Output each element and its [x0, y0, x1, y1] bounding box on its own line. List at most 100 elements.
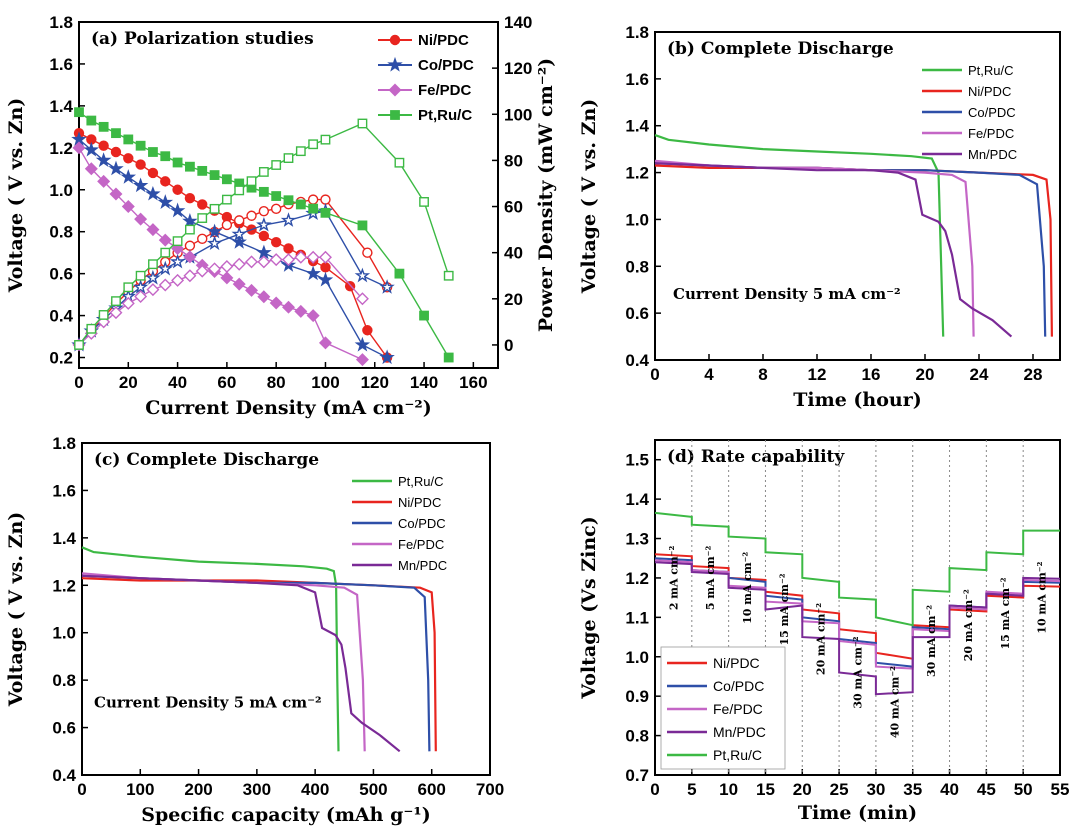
- power-point: [246, 210, 257, 221]
- y-tick-label: 1.8: [52, 434, 76, 453]
- x-tick-label: 55: [1051, 780, 1070, 799]
- power-point: [146, 283, 160, 297]
- x-tick-label: 24: [970, 365, 989, 384]
- voltage-point: [121, 200, 135, 214]
- series-line-mnpdc: [81, 574, 401, 753]
- voltage-point: [135, 140, 146, 151]
- power-point: [270, 203, 282, 215]
- series-line-copdc: [81, 574, 431, 752]
- series-line-mnpdc: [654, 162, 1013, 338]
- power-point: [308, 139, 319, 150]
- y-tick-label: 1.6: [52, 481, 76, 500]
- voltage-point: [320, 262, 331, 273]
- voltage-point: [206, 223, 223, 239]
- voltage-point: [245, 283, 259, 297]
- voltage-point: [282, 300, 295, 314]
- legend-marker: [387, 56, 403, 72]
- power-point: [123, 282, 134, 293]
- power-point: [234, 185, 245, 196]
- x-tick-label: 5: [687, 780, 696, 799]
- x-tick-label: 160: [459, 373, 487, 392]
- power-point: [354, 267, 371, 283]
- x-tick-label: 40: [940, 780, 959, 799]
- power-point: [318, 250, 332, 264]
- voltage-point: [169, 202, 186, 218]
- series-line-fepdc: [654, 159, 975, 337]
- panel-b-time-discharge-chart: 0 4 8 12 16 20 24 28 0.4 0.6 0.8 1.0 1.2 1.4 1.6 1.8 Tim…: [578, 23, 1061, 411]
- voltage-point: [157, 194, 174, 209]
- y-tick-label: 1.0: [625, 210, 649, 229]
- x-axis-title: Time (min): [798, 802, 917, 824]
- y-tick-label: 1.8: [625, 23, 649, 42]
- power-point: [172, 236, 183, 247]
- y-tick-label: 1.4: [625, 117, 649, 136]
- y-tick-label: 1.4: [52, 529, 76, 548]
- current-density-annotation: Current Density 5 mA cm⁻²: [673, 285, 901, 303]
- x-tick-label: 60: [217, 373, 236, 392]
- legend-label: Ni/PDC: [968, 84, 1011, 99]
- power-point: [169, 253, 186, 269]
- series-copdc: [71, 131, 395, 365]
- power-point: [197, 233, 208, 245]
- y-tick-label: 1.4: [625, 490, 649, 509]
- y-tick-label: 0.6: [625, 304, 649, 323]
- x-tick-label: 4: [704, 365, 714, 384]
- y-tick-label: 1.4: [49, 97, 73, 116]
- y-tick-label: 0.4: [625, 351, 649, 370]
- voltage-point: [306, 309, 320, 323]
- power-line: [78, 256, 363, 346]
- voltage-point: [256, 244, 272, 260]
- x-tick-label: 10: [719, 780, 738, 799]
- legend-marker: [389, 34, 401, 46]
- voltage-point: [419, 310, 429, 321]
- voltage-point: [183, 250, 197, 264]
- segment-label: 40 mA cm⁻²: [888, 666, 901, 738]
- power-point: [158, 278, 172, 292]
- voltage-point: [160, 151, 171, 162]
- series-line-fepdc: [81, 572, 366, 752]
- power-point: [379, 279, 395, 294]
- series-line-nipdc: [81, 577, 437, 752]
- voltage-point: [184, 192, 196, 204]
- legend-label: Pt,Ru/C: [398, 474, 444, 489]
- voltage-point: [135, 159, 146, 170]
- y-tick-label: 1.2: [625, 164, 649, 183]
- x-tick-label: 80: [267, 373, 286, 392]
- segment-label: 10 mA cm⁻²: [741, 552, 754, 624]
- power-point: [283, 153, 294, 163]
- y-tick-label: 0.4: [49, 307, 73, 326]
- voltage-point: [158, 233, 172, 247]
- voltage-point: [97, 174, 111, 188]
- legend: Pt,Ru/C Ni/PDC Co/PDC Fe/PDC Mn/PDC: [352, 474, 447, 573]
- x-tick-label: 500: [359, 780, 387, 799]
- y-tick-label: 1.6: [625, 70, 649, 89]
- x-tick-label: 12: [808, 365, 827, 384]
- x-tick-label: 20: [793, 780, 812, 799]
- voltage-point: [123, 134, 134, 145]
- power-point: [320, 194, 331, 205]
- x-tick-label: 40: [168, 373, 187, 392]
- voltage-point: [172, 157, 183, 168]
- power-point: [195, 264, 209, 278]
- x-tick-label: 20: [119, 373, 138, 392]
- y-axis-title: Voltage ( V vs. Zn): [5, 512, 27, 708]
- power-point: [111, 296, 121, 307]
- voltage-point: [270, 236, 282, 248]
- y-tick-label: 1.3: [625, 530, 649, 549]
- voltage-point: [283, 243, 294, 254]
- power-point: [246, 176, 257, 187]
- power-point: [134, 290, 148, 303]
- x-axis-title: Time (hour): [793, 389, 921, 411]
- y-tick-label: 0.9: [625, 687, 649, 706]
- y-tick-label: 1.6: [49, 55, 73, 74]
- power-point: [419, 197, 429, 207]
- power-point: [269, 253, 283, 267]
- voltage-point: [197, 199, 208, 210]
- voltage-point: [283, 195, 294, 206]
- voltage-point: [72, 141, 86, 155]
- power-line: [78, 198, 388, 346]
- power-point: [307, 194, 319, 205]
- segment-label: 20 mA cm⁻²: [815, 603, 828, 675]
- voltage-point: [145, 185, 161, 201]
- y2-tick-label: 100: [504, 105, 532, 124]
